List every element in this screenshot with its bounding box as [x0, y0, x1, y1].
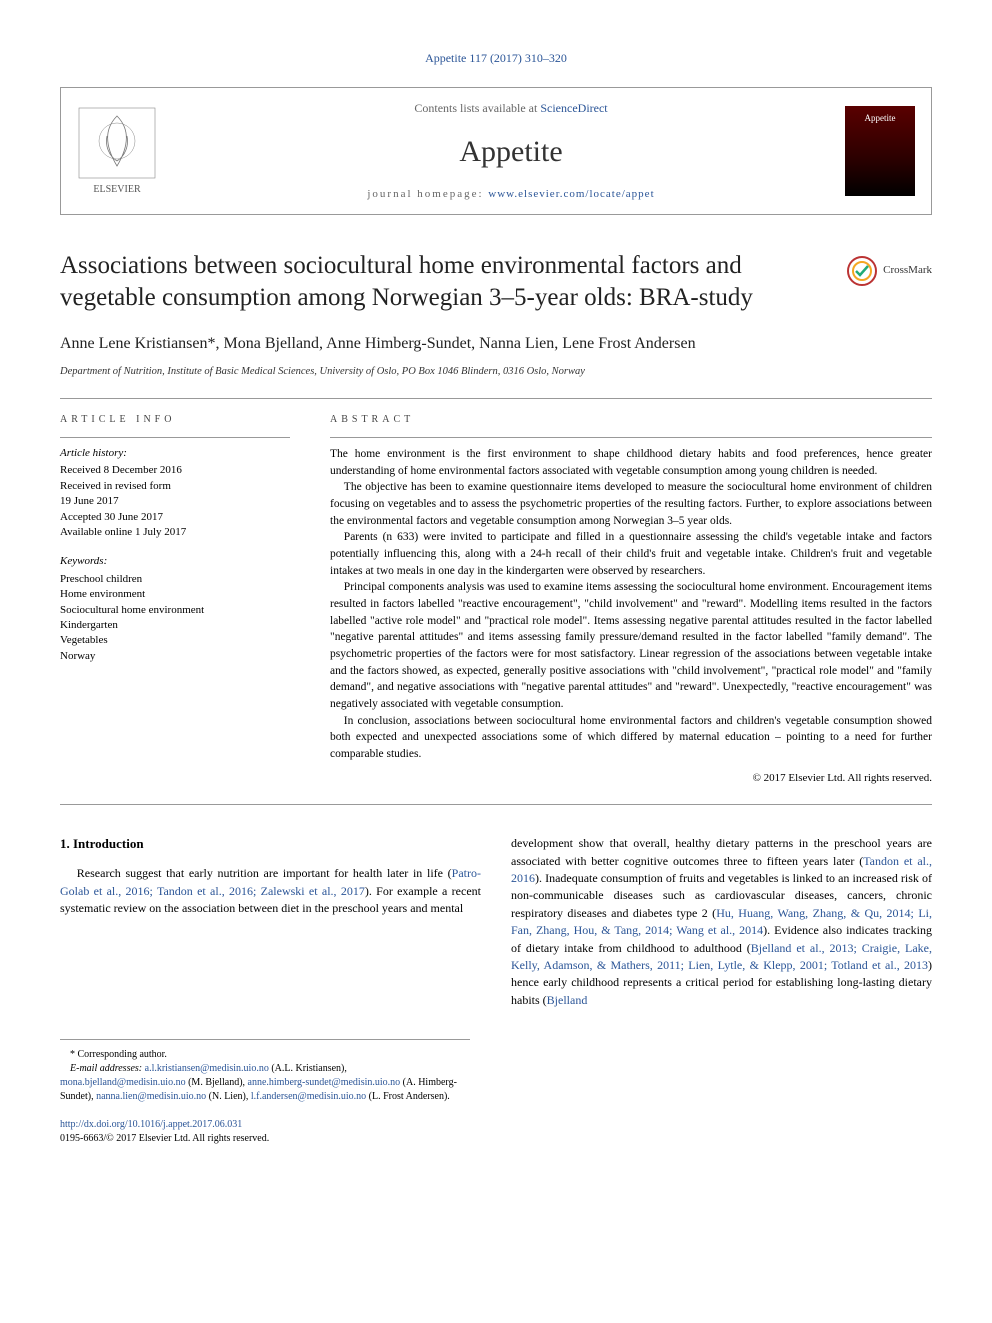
journal-homepage-link[interactable]: www.elsevier.com/locate/appet: [488, 188, 654, 200]
crossmark-label: CrossMark: [883, 263, 932, 278]
article-info-heading: ARTICLE INFO: [60, 413, 290, 427]
crossmark-badge[interactable]: CrossMark: [847, 256, 932, 286]
journal-homepage: journal homepage: www.elsevier.com/locat…: [177, 187, 845, 202]
keyword-item: Sociocultural home environment: [60, 603, 290, 618]
publisher-logo: ELSEVIER: [77, 106, 157, 196]
abstract-paragraph: The objective has been to examine questi…: [330, 479, 932, 529]
journal-header: ELSEVIER Contents lists available at Sci…: [60, 87, 932, 215]
abstract-paragraph: The home environment is the first enviro…: [330, 446, 932, 479]
email-link[interactable]: l.f.andersen@medisin.uio.no: [251, 1091, 366, 1102]
keyword-item: Preschool children: [60, 572, 290, 587]
email-link[interactable]: nanna.lien@medisin.uio.no: [96, 1091, 206, 1102]
divider: [60, 398, 932, 399]
body-right-column: development show that overall, healthy d…: [511, 835, 932, 1009]
corresponding-author: * Corresponding author.: [60, 1048, 470, 1062]
abstract-heading: ABSTRACT: [330, 413, 932, 427]
section-heading: 1. Introduction: [60, 835, 481, 853]
issn-copyright: 0195-6663/© 2017 Elsevier Ltd. All right…: [60, 1133, 269, 1144]
email-link[interactable]: mona.bjelland@medisin.uio.no: [60, 1077, 186, 1088]
sciencedirect-link[interactable]: ScienceDirect: [540, 101, 607, 115]
email-link[interactable]: anne.himberg-sundet@medisin.uio.no: [248, 1077, 401, 1088]
history-item: Available online 1 July 2017: [60, 525, 290, 540]
doi-block: http://dx.doi.org/10.1016/j.appet.2017.0…: [60, 1118, 932, 1146]
abstract-paragraph: In conclusion, associations between soci…: [330, 713, 932, 763]
body-paragraph: Research suggest that early nutrition ar…: [60, 865, 481, 917]
citation-link[interactable]: Bjelland: [547, 993, 588, 1007]
crossmark-icon: [847, 256, 877, 286]
top-citation-link[interactable]: Appetite 117 (2017) 310–320: [425, 51, 567, 65]
keyword-item: Kindergarten: [60, 618, 290, 633]
abstract-paragraph: Principal components analysis was used t…: [330, 579, 932, 712]
abstract-paragraph: Parents (n 633) were invited to particip…: [330, 529, 932, 579]
email-link[interactable]: a.l.kristiansen@medisin.uio.no: [145, 1063, 269, 1074]
abstract-copyright: © 2017 Elsevier Ltd. All rights reserved…: [330, 771, 932, 786]
article-info-column: ARTICLE INFO Article history: Received 8…: [60, 413, 290, 786]
keywords-label: Keywords:: [60, 554, 290, 569]
article-title: Associations between sociocultural home …: [60, 250, 827, 315]
email-addresses: E-mail addresses: a.l.kristiansen@medisi…: [60, 1062, 470, 1104]
affiliation: Department of Nutrition, Institute of Ba…: [60, 365, 932, 380]
body-paragraph: development show that overall, healthy d…: [511, 835, 932, 1009]
footnotes: * Corresponding author. E-mail addresses…: [60, 1039, 470, 1104]
body-left-column: 1. Introduction Research suggest that ea…: [60, 835, 481, 1009]
svg-text:ELSEVIER: ELSEVIER: [93, 184, 141, 195]
history-label: Article history:: [60, 446, 290, 461]
history-item: Received 8 December 2016: [60, 463, 290, 478]
keyword-item: Vegetables: [60, 633, 290, 648]
divider: [60, 804, 932, 805]
journal-name: Appetite: [177, 131, 845, 173]
doi-link[interactable]: http://dx.doi.org/10.1016/j.appet.2017.0…: [60, 1119, 242, 1130]
history-item: 19 June 2017: [60, 494, 290, 509]
history-item: Received in revised form: [60, 479, 290, 494]
keyword-item: Norway: [60, 649, 290, 664]
abstract-column: ABSTRACT The home environment is the fir…: [330, 413, 932, 786]
top-citation: Appetite 117 (2017) 310–320: [60, 50, 932, 67]
authors: Anne Lene Kristiansen*, Mona Bjelland, A…: [60, 333, 932, 355]
contents-available: Contents lists available at ScienceDirec…: [177, 100, 845, 117]
journal-cover-thumbnail: Appetite: [845, 106, 915, 196]
keyword-item: Home environment: [60, 587, 290, 602]
history-item: Accepted 30 June 2017: [60, 510, 290, 525]
